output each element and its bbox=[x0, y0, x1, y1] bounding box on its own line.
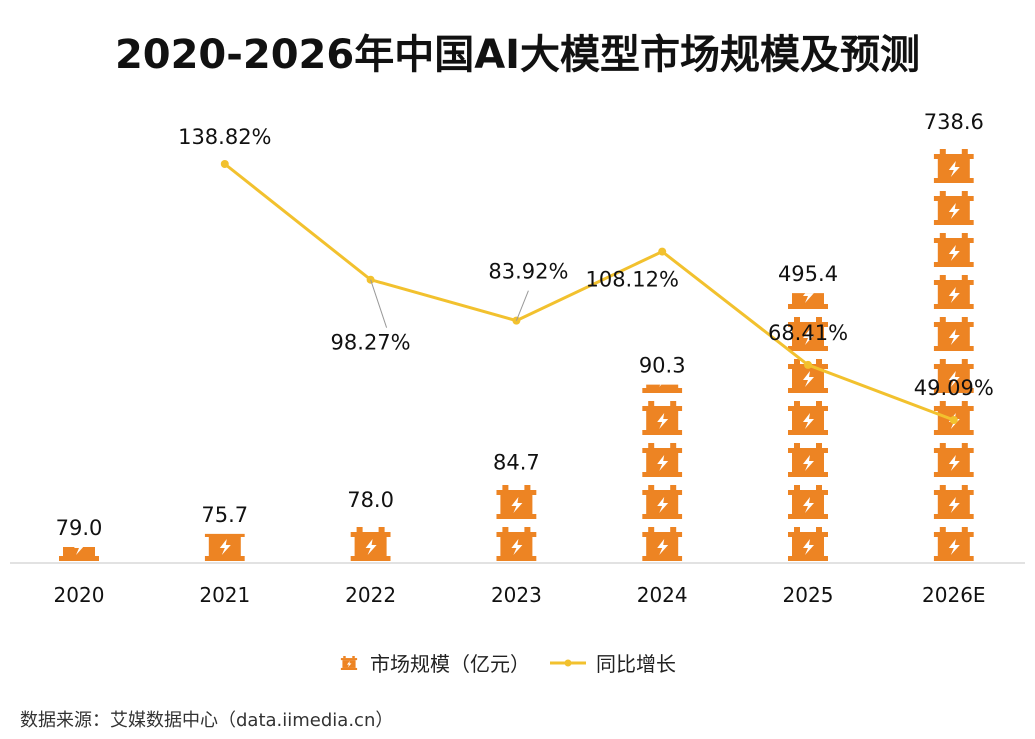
bar-value-label: 79.0 bbox=[56, 516, 103, 540]
x-tick-label: 2025 bbox=[783, 583, 834, 607]
bar-value-label: 75.7 bbox=[201, 503, 248, 527]
growth-value-label: 108.12% bbox=[585, 268, 678, 292]
growth-value-label: 68.41% bbox=[768, 321, 848, 345]
x-tick-label: 2022 bbox=[345, 583, 396, 607]
legend-item-market-size[interactable]: 市场规模（亿元） bbox=[338, 648, 530, 677]
battery-icon bbox=[788, 485, 828, 519]
legend-label-market-size: 市场规模（亿元） bbox=[370, 652, 530, 676]
battery-icon bbox=[933, 443, 974, 477]
battery-icon bbox=[642, 401, 683, 435]
legend-label-growth: 同比增长 bbox=[596, 652, 676, 676]
battery-icon bbox=[350, 527, 391, 561]
line-marker-icon bbox=[550, 659, 586, 666]
battery-icon bbox=[788, 401, 828, 435]
battery-icon bbox=[496, 527, 537, 561]
growth-line bbox=[223, 162, 955, 422]
battery-icon bbox=[933, 233, 974, 267]
growth-value-label: 138.82% bbox=[178, 125, 271, 149]
battery-icon bbox=[933, 317, 974, 351]
battery-icon bbox=[788, 443, 828, 477]
x-tick-label: 2024 bbox=[637, 583, 688, 607]
legend-item-growth[interactable]: 同比增长 bbox=[550, 648, 676, 677]
label-leader-line bbox=[515, 290, 529, 321]
x-tick-label: 2021 bbox=[199, 583, 250, 607]
battery-icon bbox=[933, 191, 974, 225]
battery-icon bbox=[642, 527, 683, 561]
battery-icon bbox=[642, 443, 683, 477]
x-tick-label: 2026E bbox=[922, 583, 986, 607]
growth-point-2025[interactable] bbox=[804, 360, 812, 369]
battery-icon bbox=[204, 533, 245, 561]
legend: 市场规模（亿元） 同比增长 bbox=[338, 648, 696, 677]
growth-value-label: 83.92% bbox=[488, 260, 568, 284]
battery-icon bbox=[338, 656, 360, 670]
battery-icon bbox=[933, 527, 974, 561]
growth-value-label: 49.09% bbox=[914, 376, 994, 400]
bar-value-label: 84.7 bbox=[493, 451, 540, 475]
data-source: 数据来源：艾媒数据中心（data.iimedia.cn） bbox=[20, 710, 394, 731]
bar-value-label: 90.3 bbox=[639, 354, 686, 378]
growth-value-label: 98.27% bbox=[331, 331, 411, 355]
battery-icon bbox=[788, 527, 828, 561]
bar-2026E[interactable] bbox=[933, 107, 974, 561]
label-leader-line bbox=[370, 279, 388, 328]
growth-point-2021[interactable] bbox=[220, 160, 229, 168]
bar-value-label: 495.4 bbox=[778, 262, 838, 286]
battery-icon bbox=[933, 149, 974, 183]
x-tick-label: 2020 bbox=[54, 583, 105, 607]
growth-point-2024[interactable] bbox=[658, 247, 667, 256]
battery-icon bbox=[496, 485, 537, 519]
battery-icon bbox=[933, 275, 974, 309]
bar-value-label: 738.6 bbox=[924, 110, 984, 134]
battery-icon bbox=[933, 485, 974, 519]
battery-icon bbox=[59, 485, 99, 519]
chart-title: 2020-2026年中国AI大模型市场规模及预测 bbox=[114, 32, 921, 78]
growth-point-2026E[interactable] bbox=[949, 416, 958, 424]
battery-icon bbox=[642, 317, 682, 351]
bar-value-label: 78.0 bbox=[347, 488, 394, 512]
x-tick-label: 2023 bbox=[491, 583, 542, 607]
battery-icon bbox=[642, 485, 683, 519]
